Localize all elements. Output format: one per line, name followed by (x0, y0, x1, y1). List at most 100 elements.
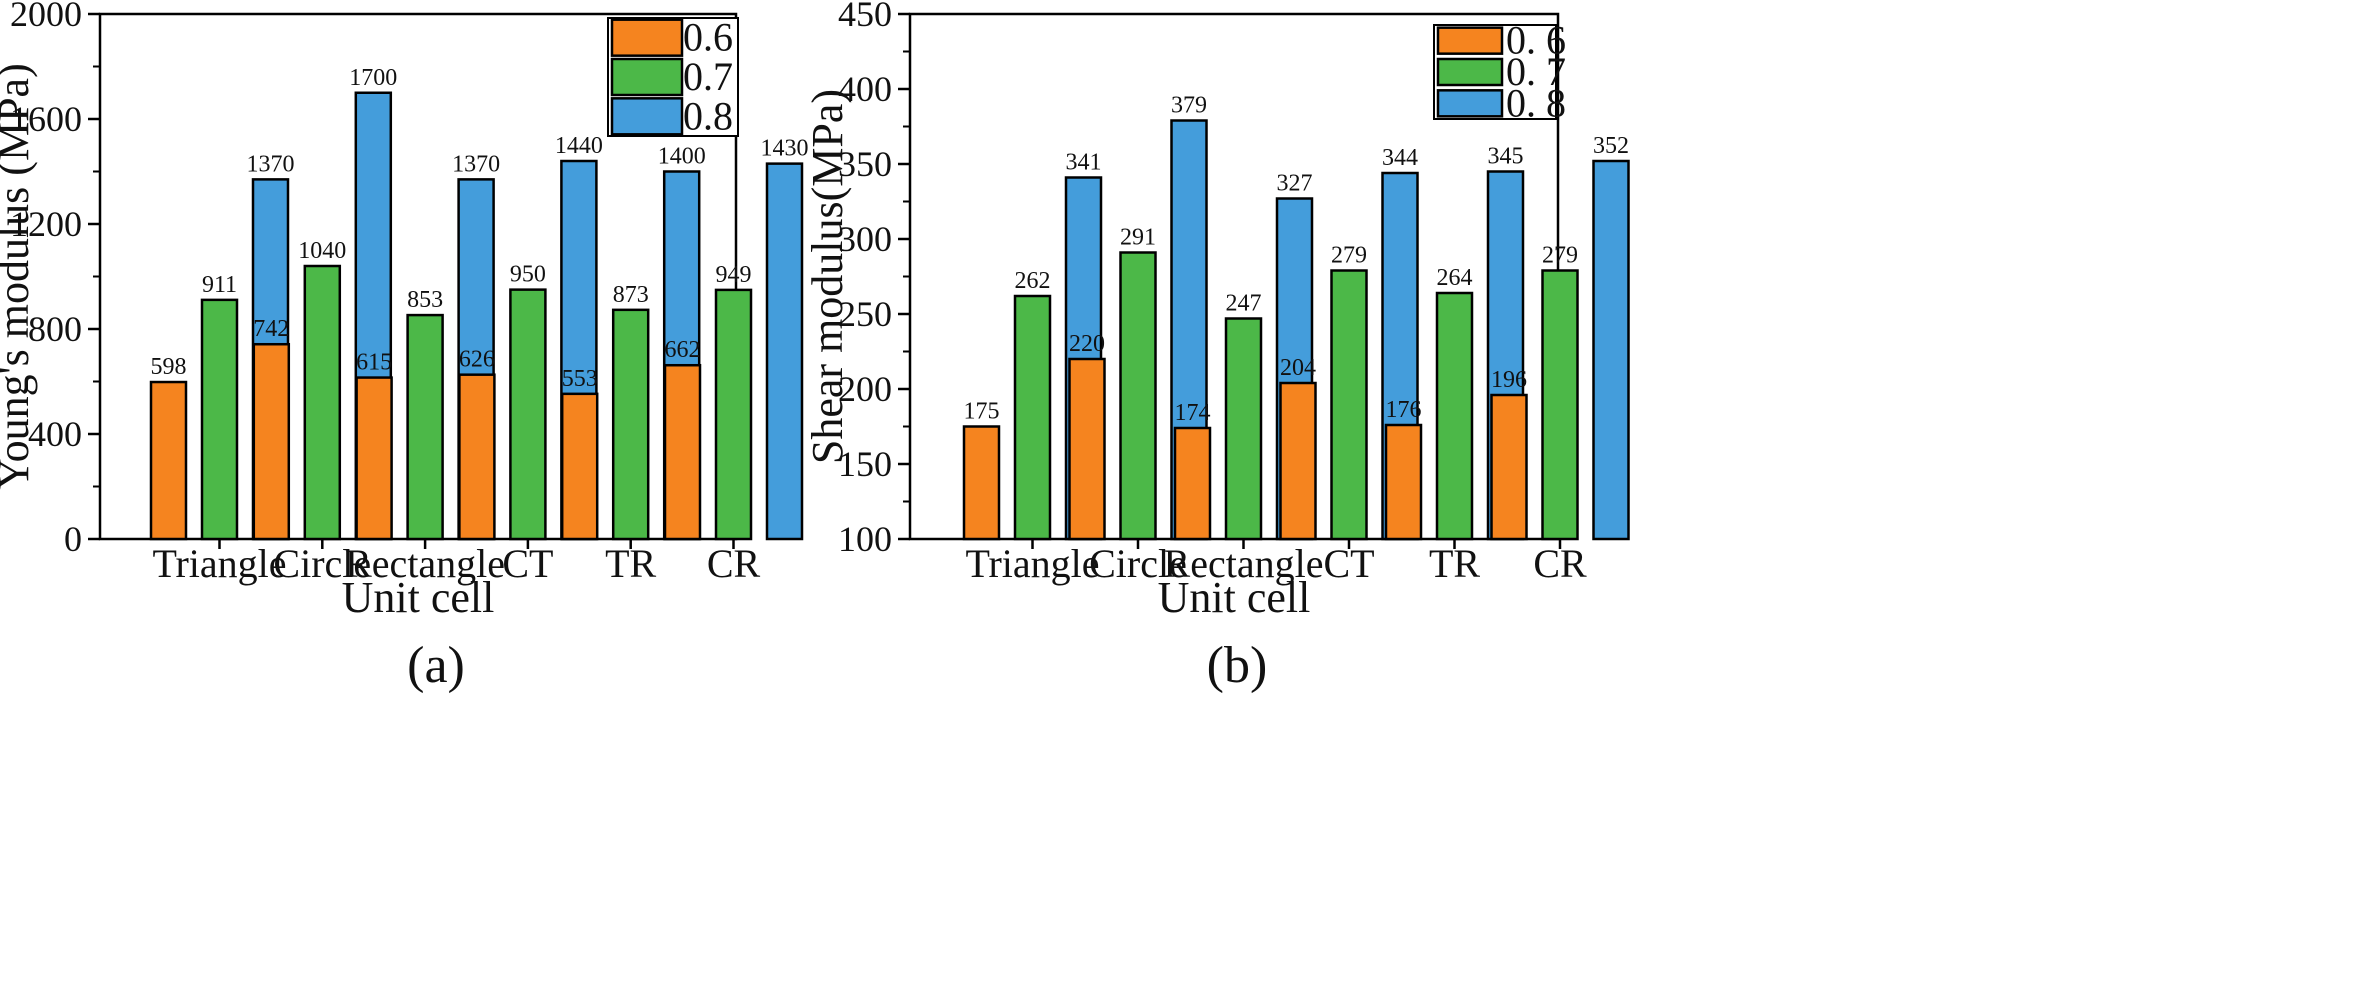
bar-tr-0 (1384, 423, 1423, 541)
bar-circle-0 (1068, 357, 1106, 541)
legend-label: 0.8 (683, 93, 733, 138)
data-label: 345 (1488, 144, 1524, 170)
legend-swatch-0 (610, 18, 684, 57)
panel-b-shear-modulus-chart: 100 150 200 250 300 350 400 450 175 262 341 Triangl… (803, 0, 1630, 694)
legend-swatch-1 (610, 57, 684, 97)
y-tick-label: 450 (838, 0, 892, 34)
data-label: 291 (1120, 225, 1156, 251)
data-label: 553 (562, 366, 598, 392)
x-axis-title: Unit cell (1158, 573, 1311, 622)
data-label: 264 (1437, 265, 1473, 291)
data-label: 247 (1226, 291, 1262, 317)
data-label: 742 (253, 316, 289, 342)
data-label: 279 (1331, 243, 1367, 269)
panel-label: (a) (407, 637, 465, 694)
bar-ct-1 (1330, 269, 1368, 541)
data-label: 1430 (761, 136, 809, 162)
data-label: 176 (1386, 397, 1422, 423)
y-axis-title: Young's modulus (MPa) (0, 63, 38, 489)
x-tick-label: Triangle (965, 541, 1099, 586)
data-label: 262 (1015, 268, 1051, 294)
legend-label: 0. 7 (1506, 49, 1566, 94)
y-tick-label: 1200 (10, 204, 82, 244)
data-label: 327 (1277, 171, 1313, 197)
x-tick-label: Rectangle (345, 541, 505, 586)
legend-label: 0.7 (683, 54, 733, 99)
x-axis-title: Unit cell (342, 573, 495, 622)
bar-circle-0 (252, 342, 291, 541)
y-tick-label: 400 (838, 69, 892, 109)
x-tick-label: Triangle (152, 541, 286, 586)
y-tick-label: 0 (64, 519, 82, 559)
y-tick-label: 150 (838, 444, 892, 484)
data-label: 1370 (452, 151, 500, 177)
legend-swatch-2 (610, 97, 684, 136)
x-tick-label: CT (502, 541, 553, 586)
x-tick-label: TR (1429, 541, 1480, 586)
legend-swatch-0 (1436, 26, 1504, 55)
data-label: 1440 (555, 133, 603, 159)
bar-tr-1 (611, 308, 650, 541)
y-tick-label: 800 (28, 309, 82, 349)
bar-cr-1 (1541, 269, 1579, 541)
y-tick-label: 1600 (10, 99, 82, 139)
bar-rectangle-1 (1224, 317, 1263, 541)
x-tick-label: CR (707, 541, 761, 586)
y-tick-label: 200 (838, 369, 892, 409)
data-label: 911 (202, 272, 237, 298)
bar-ct-0 (1279, 381, 1317, 541)
bar-rectangle-0 (1173, 426, 1212, 541)
data-label: 950 (510, 262, 546, 288)
data-label: 949 (716, 262, 752, 288)
bar-triangle-1 (1013, 294, 1052, 541)
data-label: 196 (1491, 367, 1527, 393)
bar-circle-1 (303, 264, 342, 541)
bar-circle-1 (1119, 251, 1157, 541)
data-label: 341 (1066, 150, 1102, 176)
legend-swatch-2 (1436, 89, 1504, 118)
x-tick-label: Circle (1089, 541, 1187, 586)
panel-a-youngs-modulus-chart: 0 400 800 1200 1600 2000 598 911 1370 Triangle 742… (0, 0, 809, 694)
bar-triangle-0 (149, 380, 188, 541)
bar-tr-1 (1435, 291, 1474, 541)
data-label: 204 (1280, 355, 1316, 381)
bar-cr-1 (714, 288, 753, 541)
legend-swatch-1 (1436, 57, 1504, 87)
data-label: 174 (1175, 400, 1211, 426)
y-axis-title: Shear modulus(MPa) (803, 89, 852, 464)
y-tick-label: 350 (838, 144, 892, 184)
bar-cr-0 (1490, 393, 1528, 541)
legend-label: 0. 8 (1506, 80, 1566, 125)
data-label: 626 (459, 347, 495, 373)
data-label: 615 (356, 350, 392, 376)
legend-label: 0. 6 (1506, 18, 1566, 63)
data-label: 598 (151, 354, 187, 380)
x-tick-label: Rectangle (1164, 541, 1324, 586)
bar-ct-0 (458, 373, 496, 541)
data-label: 873 (613, 282, 649, 308)
bar-rectangle-0 (355, 376, 393, 541)
data-label: 853 (407, 287, 443, 313)
x-tick-label: CT (1323, 541, 1374, 586)
data-label: 175 (964, 399, 1000, 425)
bar-tr-0 (560, 392, 599, 541)
data-label: 1700 (349, 65, 397, 91)
bar-cr-2 (1592, 159, 1630, 541)
bar-cr-0 (663, 363, 702, 541)
data-label: 352 (1593, 133, 1629, 159)
legend-label: 0.6 (683, 15, 733, 60)
x-tick-label: CR (1533, 541, 1587, 586)
x-tick-label: TR (605, 541, 656, 586)
data-label: 662 (665, 337, 701, 363)
y-tick-label: 300 (838, 219, 892, 259)
bar-triangle-0 (962, 425, 1001, 541)
data-label: 279 (1542, 243, 1578, 269)
panel-label: (b) (1207, 637, 1268, 694)
y-tick-label: 250 (838, 294, 892, 334)
data-label: 379 (1171, 93, 1207, 119)
bar-triangle-1 (200, 298, 239, 541)
x-tick-label: Circle (273, 541, 371, 586)
bar-cr-2 (765, 162, 804, 541)
y-tick-label: 400 (28, 414, 82, 454)
